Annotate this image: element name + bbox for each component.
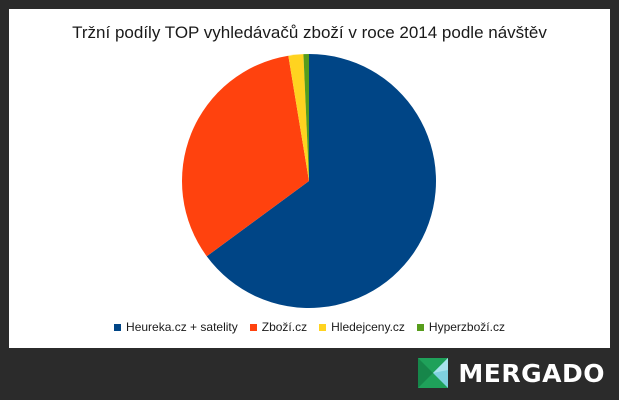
- legend-item: Hledejceny.cz: [319, 320, 405, 334]
- brand-name: MERGADO: [458, 358, 605, 388]
- pie-slice-3: [288, 54, 309, 181]
- chart-title: Tržní podíly TOP vyhledávačů zboží v roc…: [72, 23, 547, 42]
- pie-slice-2: [181, 55, 309, 257]
- legend: Heureka.cz + satelity Zboží.cz Hledejceny.…: [9, 320, 610, 334]
- mergado-logo-icon: [418, 358, 449, 388]
- pie-chart: [181, 54, 437, 308]
- chart-panel: Tržní podíly TOP vyhledávačů zboží v roc…: [9, 9, 610, 348]
- legend-label: Heureka.cz + satelity: [126, 320, 238, 334]
- legend-swatch: [249, 323, 257, 331]
- legend-swatch: [416, 323, 424, 331]
- brand: MERGADO: [418, 358, 605, 388]
- legend-item: Heureka.cz + satelity: [114, 320, 238, 334]
- legend-swatch: [114, 323, 122, 331]
- legend-label: Hledejceny.cz: [331, 320, 405, 334]
- legend-item: Zboží.cz: [249, 320, 308, 334]
- legend-swatch: [319, 323, 327, 331]
- legend-label: Zboží.cz: [261, 320, 308, 334]
- pie-slice-4: [303, 54, 309, 181]
- pie-slice-1: [206, 54, 437, 308]
- legend-label: Hyperzboží.cz: [428, 320, 505, 334]
- legend-item: Hyperzboží.cz: [416, 320, 505, 334]
